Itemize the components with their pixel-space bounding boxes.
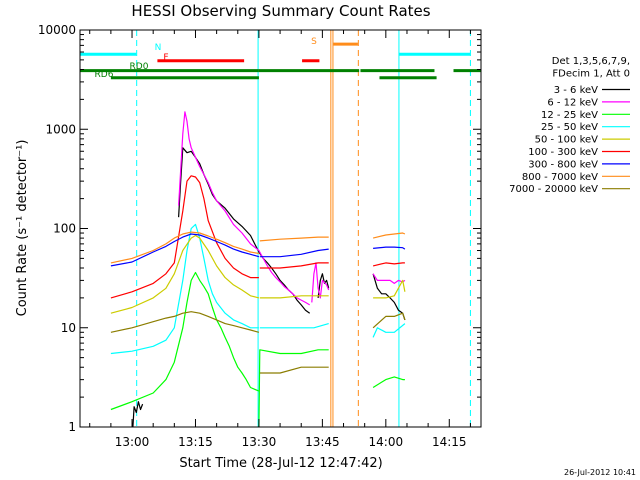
series-0-segment-2 — [317, 273, 330, 298]
series-3-segment-2 — [372, 323, 406, 338]
y-tick-label-0: 1 — [68, 420, 76, 434]
series-0-segment-0 — [132, 401, 144, 427]
series-4-segment-2 — [373, 279, 406, 299]
y-tick-label-4: 10000 — [38, 23, 76, 37]
legend-entry-1: 6 - 12 keV — [547, 97, 598, 108]
x-tick-label-5: 14:15 — [432, 435, 467, 449]
legend-entry-2: 12 - 25 keV — [541, 110, 598, 121]
series-0-segment-3 — [372, 273, 406, 321]
legend-entry-3: 25 - 50 keV — [541, 122, 598, 133]
series-6-segment-1 — [259, 248, 329, 258]
series-1-segment-0 — [178, 111, 311, 306]
series-2-segment-0 — [110, 271, 260, 411]
series-7-segment-0 — [110, 231, 260, 264]
flag-label-f: F — [163, 53, 168, 63]
legend-header-0: Det 1,3,5,6,7,9, — [552, 56, 630, 67]
series-3-segment-0 — [110, 223, 259, 355]
x-tick-label-2: 13:30 — [242, 435, 277, 449]
x-tick-label-0: 13:00 — [115, 435, 150, 449]
y-axis: 1 10 100 1000 10000 — [38, 23, 481, 434]
legend: Det 1,3,5,6,7,9, FDecim 1, Att 0 3 - 6 keV… — [509, 56, 630, 195]
series-6-segment-0 — [110, 233, 260, 267]
y-axis-label: Count Rate (s⁻¹ detector⁻¹) — [15, 140, 30, 317]
legend-entry-8: 7000 - 20000 keV — [509, 184, 598, 195]
series-1-segment-2 — [372, 273, 406, 284]
datestamp: 26-Jul-2012 10:41 — [564, 468, 636, 477]
plot-frame — [79, 29, 482, 428]
flag-label-rd0: RD0 — [130, 62, 149, 72]
legend-entry-7: 800 - 7000 keV — [522, 172, 598, 183]
flag-label-s: S — [311, 37, 317, 47]
legend-entry-0: 3 - 6 keV — [554, 85, 598, 96]
series-5-segment-1 — [259, 262, 329, 269]
x-tick-label-4: 14:00 — [369, 435, 404, 449]
chart-title: HESSI Observing Summary Count Rates — [131, 2, 430, 20]
series-3-segment-1 — [259, 323, 329, 329]
series-8-segment-0 — [110, 311, 260, 333]
series-5-segment-0 — [110, 175, 259, 299]
series-5-segment-2 — [372, 262, 405, 267]
series-4-segment-1 — [259, 295, 329, 299]
flag-label-rd6: RD6 — [95, 70, 114, 80]
series-4-segment-0 — [110, 234, 260, 314]
series-1-segment-1 — [311, 262, 330, 303]
x-axis: 13:00 13:15 13:30 13:45 14:00 14:15 — [89, 30, 471, 449]
y-tick-label-2: 100 — [53, 222, 76, 236]
x-axis-label: Start Time (28-Jul-12 12:47:42) — [179, 456, 382, 471]
flag-label-n: N — [155, 43, 162, 53]
plot-area — [80, 30, 481, 427]
x-tick-label-1: 13:15 — [178, 435, 213, 449]
series-7-segment-1 — [259, 236, 329, 242]
y-tick-label-1: 10 — [61, 321, 76, 335]
series-2-segment-1 — [258, 349, 329, 427]
series-2-segment-2 — [372, 376, 405, 389]
legend-entry-6: 300 - 800 keV — [528, 159, 598, 170]
series-8-segment-1 — [259, 366, 329, 374]
legend-entry-4: 50 - 100 keV — [535, 135, 599, 146]
legend-header-1: FDecim 1, Att 0 — [552, 69, 630, 80]
series-7-segment-2 — [372, 232, 406, 239]
series-8-segment-2 — [372, 312, 406, 329]
series-0-segment-1 — [178, 147, 311, 314]
legend-entry-5: 100 - 300 keV — [528, 147, 598, 158]
x-tick-label-3: 13:45 — [305, 435, 340, 449]
series-6-segment-2 — [373, 246, 406, 250]
y-tick-label-3: 1000 — [45, 122, 76, 136]
